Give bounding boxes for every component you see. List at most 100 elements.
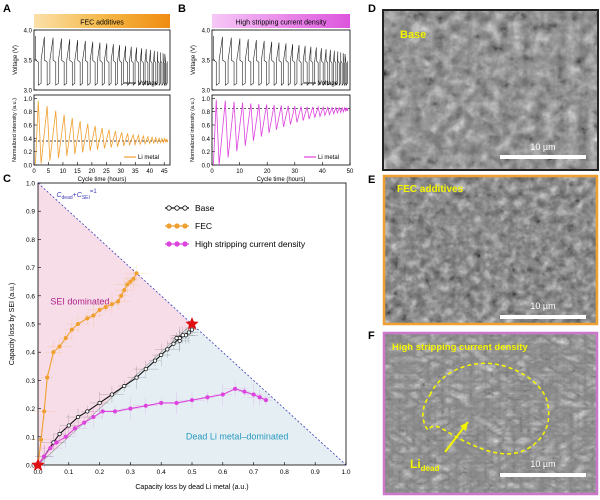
hscd-series-point (174, 400, 179, 406)
panel-b-voltage-ylabel: Voltage (V) (191, 45, 197, 75)
base-series-point (57, 431, 62, 437)
panel-letter-b: B (178, 3, 186, 15)
hscd-series-point (159, 400, 164, 406)
hscd-legend-label: High stripping current density (195, 239, 306, 249)
sem-hscd-scale-label: 10 µm (530, 459, 555, 469)
sem-hscd-scale-bar (500, 473, 586, 477)
panel-b-voltage-line (213, 36, 348, 87)
base-legend-marker (174, 205, 180, 211)
panel-a-intensity-tick-label: 0.0 (24, 164, 33, 170)
hscd-series-point (251, 392, 256, 397)
diagonal-label-c: C (56, 192, 62, 199)
li-dead-arrowhead (460, 422, 468, 431)
hscd-series-point (220, 392, 225, 397)
sei-region (38, 183, 192, 465)
c-x-tick-label: 0.2 (95, 469, 104, 476)
panel-a-x-tick-label: 35 (132, 169, 139, 175)
star-marker-1 (185, 317, 199, 330)
base-series-point (174, 336, 179, 341)
c-y-tick-label: 0.3 (26, 378, 35, 385)
c-y-tick-label: 0.6 (26, 293, 35, 300)
panel-b-voltage-tick-label: 4.0 (202, 29, 211, 35)
panel-a: A FEC additives 3.5 4.0 3.0 Voltage (V) Volt… (3, 3, 171, 183)
panel-f: F High stripping current density Lidead … (368, 330, 599, 496)
panel-a-banner (34, 14, 170, 28)
c-x-tick-label: 0.0 (33, 469, 42, 476)
panel-b-banner (212, 14, 350, 28)
panel-a-x-tick-label: 25 (103, 169, 110, 175)
base-legend-label: Base (195, 203, 215, 213)
base-series-point (134, 375, 139, 380)
fec-series-point (134, 271, 139, 276)
hscd-series-point (242, 389, 247, 394)
panel-a-intensity-tick-label: 0.4 (24, 137, 33, 143)
hscd-series-point (100, 409, 105, 414)
hscd-series-point (189, 398, 195, 403)
sem-hscd-border (382, 331, 599, 496)
fec-series-point (57, 344, 62, 349)
panel-b-intensity-tick-label: 0.2 (202, 150, 211, 156)
fec-series-point (109, 302, 114, 307)
base-series-point (159, 352, 164, 358)
c-x-tick-label: 0.7 (249, 469, 258, 476)
base-series-point (85, 409, 90, 414)
panel-a-li-legend-label: Li metal (138, 155, 159, 161)
panel-a-intensity-plot: 1.0 0.8 0.6 0.4 0.2 0.0 Normalized intensity (… (12, 94, 171, 183)
base-series-point (109, 392, 114, 397)
hscd-series-point (63, 434, 68, 439)
panel-d: D Base 10 µm (368, 3, 599, 171)
c-y-tick-label: 0.4 (26, 350, 35, 357)
hscd-series-point (233, 386, 238, 391)
panel-b-voltage-tick-label: 3.5 (202, 59, 211, 65)
panel-b-x-tick-label: 0 (210, 169, 214, 175)
fec-series-point (75, 321, 81, 327)
fec-series-point (39, 437, 44, 442)
c-y-tick-label: 0.2 (26, 406, 35, 413)
panel-a-banner-text: FEC additives (80, 20, 124, 27)
c-xlabel: Capacity loss by dead Li metal (a.u.) (135, 484, 248, 491)
panel-b-intensity-tick-label: 0.0 (202, 164, 211, 170)
fec-legend-marker (166, 223, 172, 229)
sem-base-border (382, 9, 599, 171)
panel-a-x-tick-label: 20 (89, 169, 96, 175)
center-guide (37, 323, 193, 466)
c-y-tick-label: 0.8 (26, 237, 35, 244)
panel-a-intensity-tick-label: 1.0 (24, 97, 33, 103)
sei-dominated-label: SEI dominated (50, 296, 109, 306)
panel-b-intensity-frame (211, 94, 351, 166)
hscd-legend-marker (166, 241, 172, 247)
panel-a-intensity-tick-label: 0.2 (24, 150, 33, 156)
panel-a-intensity-frame (33, 94, 171, 166)
c-x-tick-label: 0.4 (157, 469, 166, 476)
hscd-series-point (82, 420, 87, 425)
panel-a-voltage-tick-label: 3.5 (24, 59, 33, 65)
fec-series-point (69, 327, 74, 332)
diagonal-label-c2: C (77, 192, 83, 199)
panel-e: E FEC additives 10 µm (368, 174, 599, 326)
sem-fec-scale-label: 10 µm (530, 301, 555, 311)
panel-letter-a: A (3, 3, 11, 15)
base-legend-marker (166, 205, 172, 211)
panel-a-x-tick-label: 45 (161, 169, 168, 175)
panel-a-voltage-tick-label: 3.0 (24, 89, 33, 95)
c-y-tick-label: 0.7 (26, 265, 35, 272)
hscd-legend-marker (174, 241, 180, 247)
base-series-point (171, 341, 176, 346)
li-dead-label: Lidead (410, 457, 439, 473)
panel-b: B High stripping current density 3.54.03… (178, 3, 354, 183)
c-x-tick-label: 0.8 (280, 469, 289, 476)
base-series-point (180, 333, 185, 338)
panel-b-intensity-tick-label: 0.4 (202, 137, 211, 143)
c-x-tick-label: 0.3 (126, 469, 135, 476)
fec-series-point (125, 282, 130, 287)
sem-hscd-image (383, 332, 598, 495)
fec-series-point (91, 313, 96, 318)
panel-a-voltage-tick-label: 4.0 (24, 29, 33, 35)
fec-series-point (45, 375, 50, 380)
panel-b-intensity-plot: 1.0 0.8 0.6 0.4 0.2 0.0 Normalized intensity (… (190, 94, 354, 183)
c-x-tick-label: 1.0 (341, 469, 350, 476)
panel-b-intensity-line (212, 99, 349, 166)
panel-b-x-tick-label: 10 (236, 169, 243, 175)
panel-b-x-tick-label: 30 (291, 169, 298, 175)
